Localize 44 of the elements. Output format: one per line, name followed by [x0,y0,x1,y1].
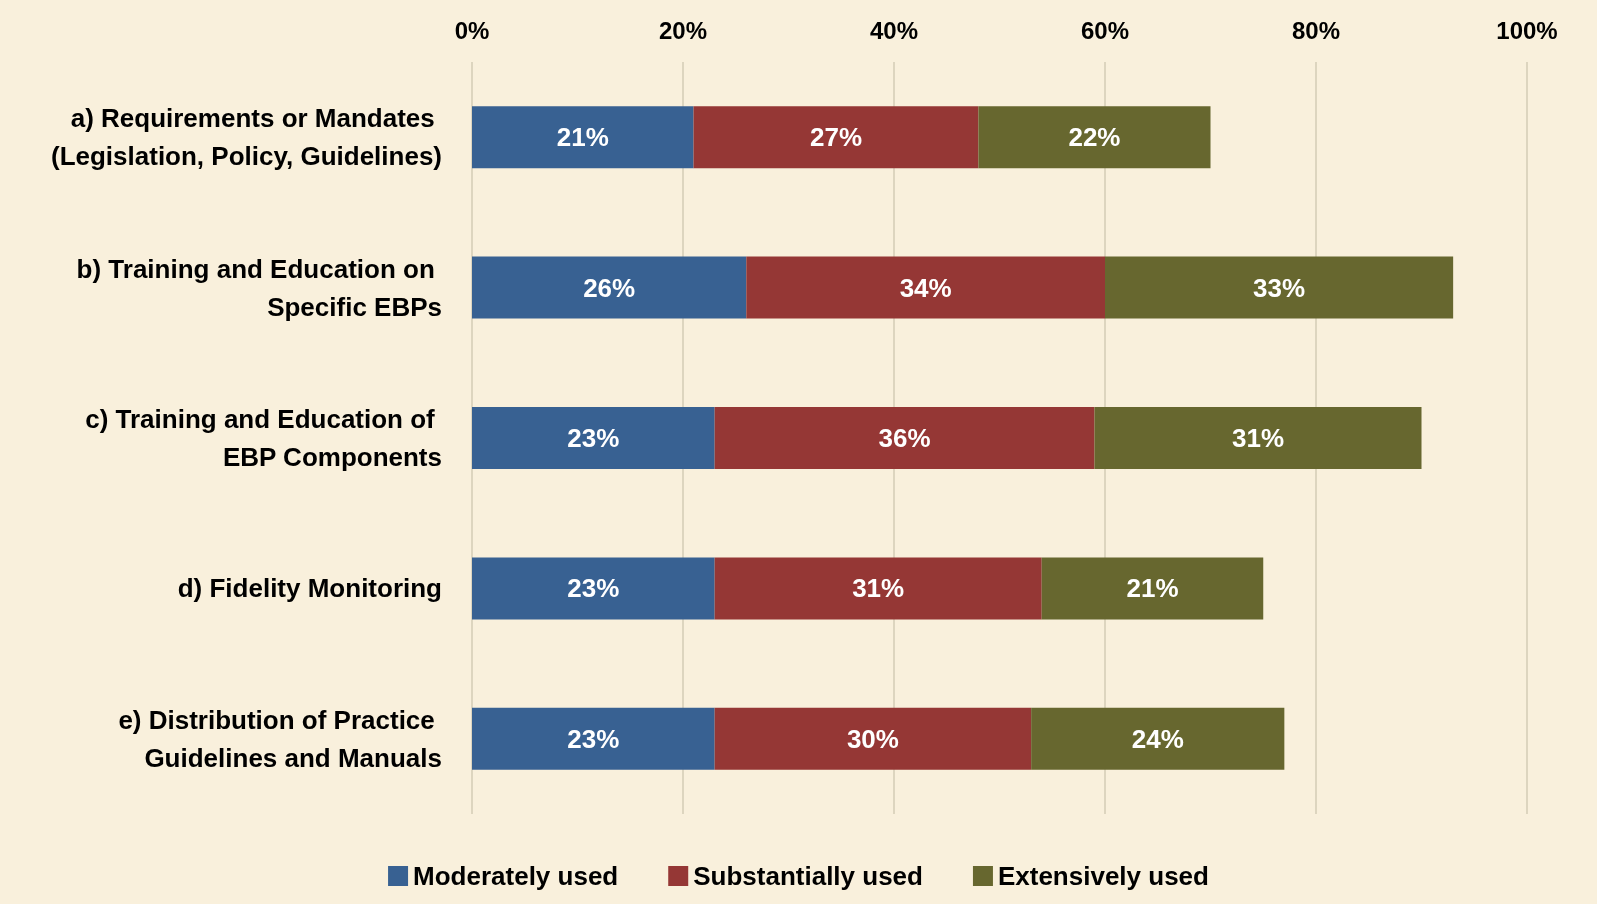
x-tick-label: 20% [658,16,708,44]
data-label: 27% [809,122,862,153]
data-label: 21% [1126,573,1179,604]
bar [714,407,1095,469]
x-tick-label: 80% [1291,16,1341,44]
y-tick-label: d) Fidelity Monitoring [177,573,442,604]
bar [1094,407,1422,469]
data-label: 30% [846,723,899,754]
data-label: 23% [567,423,620,453]
bar [714,707,1032,770]
data-label: 21% [556,122,609,153]
bar [978,106,1211,169]
x-tick-label: 0% [454,16,490,44]
bar [472,707,715,770]
bar [1031,707,1285,770]
bar [472,557,715,620]
bar [714,557,1042,620]
bar [472,256,747,319]
data-label: 36% [878,423,931,453]
bar [746,256,1105,319]
y-tick-label: e) Distribution of Practice Guidelines and Manuals [118,704,442,773]
data-label: 34% [899,272,952,303]
data-label: 33% [1253,272,1306,303]
legend-label: Moderately used [413,861,619,891]
x-tick-label: 100% [1496,16,1558,44]
y-tick-label: a) Requirements or Mandates (Legislation, Policy, Guidelines) [50,103,442,172]
data-label: 22% [1068,122,1121,153]
legend-label: Extensively used [997,861,1209,891]
data-label: 26% [583,272,636,303]
bar [472,407,715,469]
bar [1041,557,1264,620]
data-label: 23% [567,723,620,754]
data-label: 31% [852,573,905,604]
y-tick-label: c) Training and Education of EBP Components [85,404,442,472]
y-tick-label: b) Training and Education on Specific EBPs [76,253,442,322]
bar [693,106,979,169]
data-label: 31% [1231,423,1284,453]
x-tick-label: 60% [1080,16,1130,44]
bar [1105,256,1454,319]
legend-label: Substantially used [693,861,923,891]
bar [472,106,694,169]
data-label: 23% [567,573,620,604]
x-tick-label: 40% [869,16,919,44]
data-label: 24% [1131,723,1184,754]
